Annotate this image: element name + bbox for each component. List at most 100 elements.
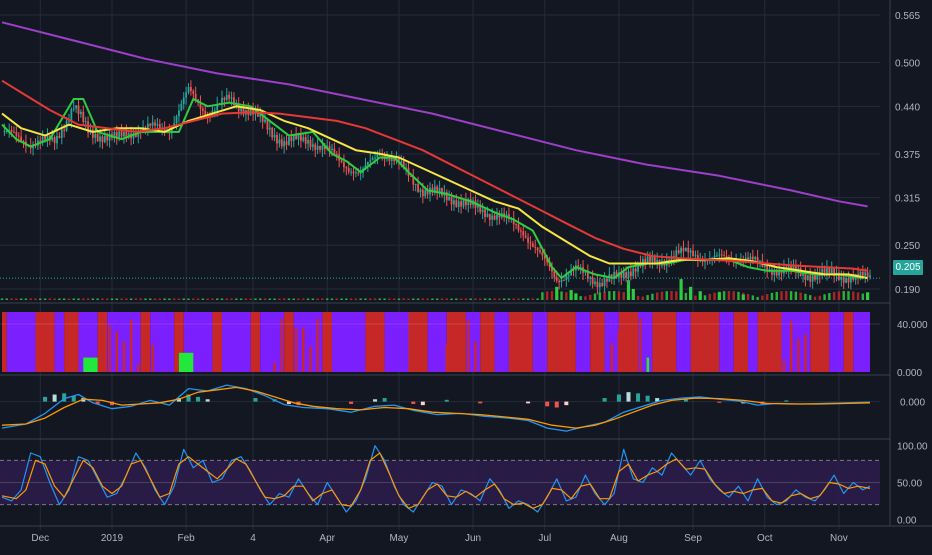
volume-spike-bar [679,279,683,300]
candle-body [529,242,532,244]
candle-body [565,275,568,281]
candle-body [22,141,25,143]
candle-body [622,272,625,278]
volume-bar [756,296,759,300]
candle-body [842,276,845,283]
candle-body [543,255,546,259]
candle-body [670,256,673,264]
volume-bar [158,298,162,300]
stoch-axis-tick: 0.00 [897,515,917,526]
candle-body [194,93,197,100]
candle-body [586,271,589,279]
regime-bar [101,351,104,372]
candle-body [816,272,819,280]
candle-body [259,113,262,117]
candle-body [378,154,381,156]
candle-body [51,137,54,141]
volume-spike-bar [866,292,870,300]
volume-bar [34,298,37,300]
time-axis-label: Feb [178,533,196,544]
volume-bar [541,292,544,300]
volume-bar [297,298,300,300]
volume-bar [813,296,817,300]
volume-bar [431,298,434,300]
regime-segment [250,312,261,372]
volume-bar [727,291,731,300]
volume-bar [440,298,444,300]
candle-body [266,119,269,130]
regime-bar [137,364,140,372]
candle-body [716,255,718,257]
volume-bar [134,298,138,300]
volume-bar [177,298,181,300]
candle-body [154,122,156,126]
volume-bar [828,293,831,300]
candle-body [354,172,357,174]
volume-bar [837,291,841,300]
candle-body [180,103,183,111]
macd-histogram-bar [205,399,210,402]
candle-body [115,132,118,138]
candle-body [460,201,463,207]
candle-body [546,258,549,263]
candle-body [268,127,271,130]
candle-body [374,157,376,159]
regime-bar [122,341,126,372]
regime-segment [221,312,251,372]
macd-histogram-bar [526,401,531,404]
candle-body [366,161,369,166]
candle-body [814,275,816,280]
volume-bar [531,298,535,300]
volume-bar [364,298,367,300]
candle-body [833,268,836,276]
volume-bar [765,294,769,300]
volume-bar [268,298,272,300]
macd-histogram-bar [444,399,449,402]
volume-bar [459,298,463,300]
candle-body [632,268,635,277]
candle-body [103,135,106,143]
candle-body [333,148,336,155]
candle-body [505,214,508,218]
regime-bar [467,319,470,372]
regime-segment [532,312,548,372]
candle-body [548,262,551,268]
volume-bar [694,295,697,300]
volume-bar [273,298,276,300]
candle-body [606,278,608,282]
candle-body [864,272,867,276]
candle-body [158,124,161,128]
candle-body [496,214,498,220]
volume-bar [316,298,319,300]
regime-bar [624,326,628,372]
candle-body [450,196,453,205]
regime-segment [64,312,79,372]
volume-bar [115,298,118,300]
volume-bar [612,291,616,300]
volume-spike-bar [574,293,578,300]
candle-body [584,271,587,273]
volume-bar [593,293,597,300]
candle-body [424,190,427,197]
regime-bar [459,364,463,372]
regime-bar [280,318,283,372]
volume-bar [708,293,711,300]
candle-body [747,257,749,260]
volume-bar [306,298,310,300]
candle-body [794,265,797,272]
candle-body [72,108,75,110]
candle-body [744,257,747,260]
volume-bar [53,298,56,300]
candle-body [823,268,826,274]
candle-body [594,281,596,285]
volume-bar [412,298,415,300]
volume-bar [579,296,582,300]
regime-segment [78,312,98,372]
candle-body [125,131,128,138]
macd-histogram-bar [645,395,650,402]
volume-spike-bar [569,290,573,300]
candle-body [519,230,522,232]
regime-segment [212,312,222,372]
